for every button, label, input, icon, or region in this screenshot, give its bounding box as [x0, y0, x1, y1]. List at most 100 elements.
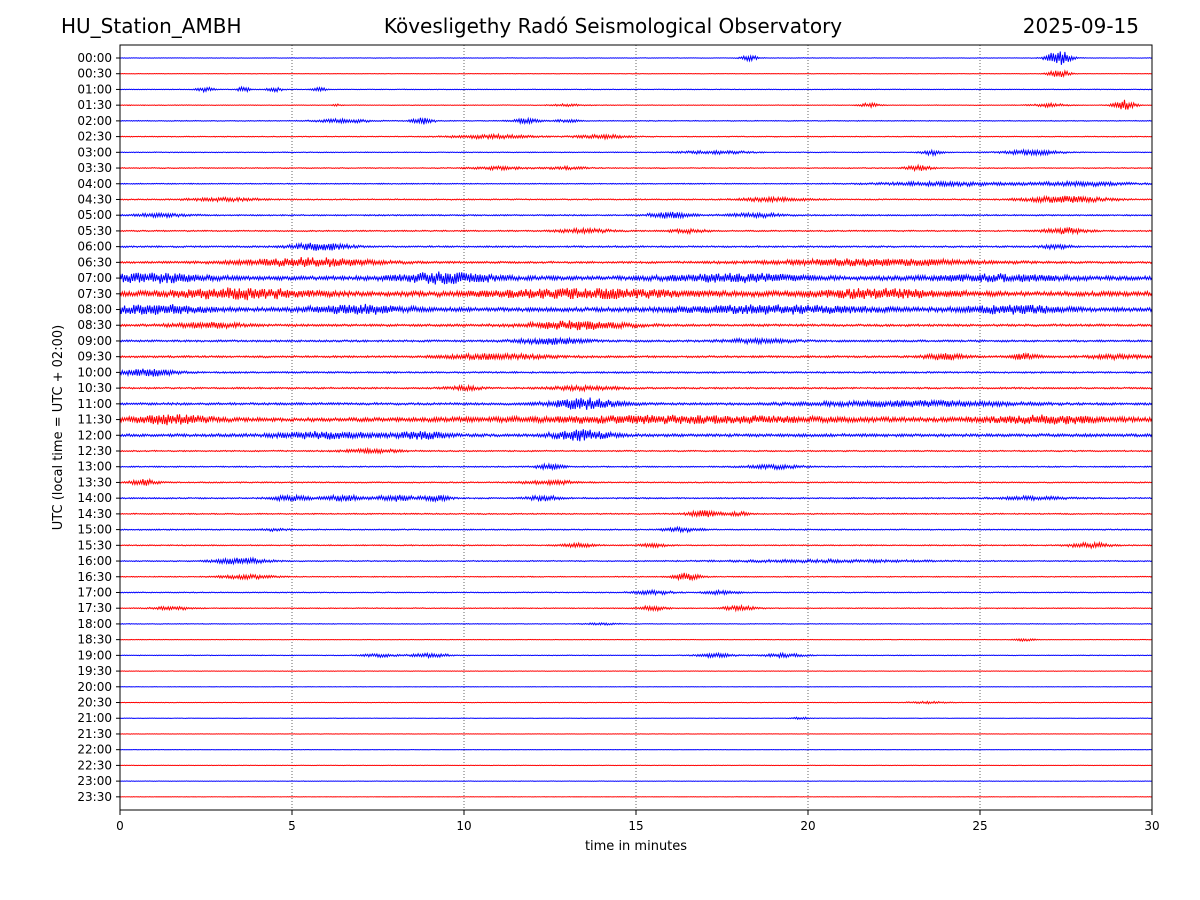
x-tick-label: 5: [288, 819, 296, 833]
y-tick-label: 12:30: [77, 444, 112, 458]
y-tick-label: 21:30: [77, 727, 112, 741]
trace-1300: [119, 462, 1153, 472]
y-tick-label: 03:00: [77, 145, 112, 159]
y-tick-label: 22:30: [77, 758, 112, 772]
y-tick-label: 07:30: [77, 287, 112, 301]
x-tick-label: 10: [456, 819, 471, 833]
y-tick-label: 14:30: [77, 507, 112, 521]
y-tick-label: 11:30: [77, 413, 112, 427]
x-tick-label: 25: [972, 819, 987, 833]
trace-1600: [119, 556, 1153, 566]
y-tick-label: 15:30: [77, 538, 112, 552]
y-tick-label: 20:00: [77, 680, 112, 694]
trace-0630: [119, 257, 1153, 268]
y-tick-label: 00:00: [77, 51, 112, 65]
trace-0000: [119, 51, 1153, 65]
y-tick-label: 15:00: [77, 523, 112, 537]
x-tick-label: 20: [800, 819, 815, 833]
y-tick-label: 06:30: [77, 255, 112, 269]
x-tick-label: 15: [628, 819, 643, 833]
trace-0400: [119, 179, 1153, 188]
trace-1830: [119, 637, 1153, 643]
y-tick-label: 19:00: [77, 648, 112, 662]
trace-0730: [119, 287, 1153, 301]
y-tick-label: 04:00: [77, 177, 112, 191]
trace-0130: [119, 99, 1153, 110]
grid-lines: [291, 45, 981, 810]
y-tick-label: 12:00: [77, 428, 112, 442]
trace-0200: [119, 116, 1153, 126]
chart-title: Kövesligethy Radó Seismological Observat…: [383, 14, 843, 38]
y-tick-label: 19:30: [77, 664, 112, 678]
y-tick-label: 16:30: [77, 570, 112, 584]
trace-1000: [119, 368, 1153, 378]
y-tick-label: 08:00: [77, 303, 112, 317]
y-tick-label: 13:30: [77, 475, 112, 489]
trace-1200: [119, 429, 1153, 442]
y-tick-label: 10:00: [77, 365, 112, 379]
trace-1400: [119, 493, 1153, 504]
trace-0530: [119, 226, 1153, 236]
y-tick-label: 00:30: [77, 67, 112, 81]
y-tick-label: 01:30: [77, 98, 112, 112]
y-tick-label: 23:30: [77, 790, 112, 804]
chart-date: 2025-09-15: [1022, 14, 1139, 38]
trace-0700: [119, 271, 1153, 285]
trace-1530: [119, 540, 1153, 550]
trace-0900: [119, 336, 1153, 346]
trace-1800: [119, 621, 1153, 626]
trace-0930: [119, 351, 1153, 362]
y-tick-label: 10:30: [77, 381, 112, 395]
y-tick-label: 22:00: [77, 743, 112, 757]
x-tick-label: 30: [1144, 819, 1159, 833]
y-tick-label: 23:00: [77, 774, 112, 788]
y-tick-label: 18:30: [77, 633, 112, 647]
x-axis-ticks: 0 5 10 15 20 25 30: [116, 810, 1160, 833]
trace-0300: [119, 148, 1153, 158]
seismogram-traces: [119, 51, 1153, 798]
trace-0830: [119, 320, 1153, 331]
y-tick-label: 06:00: [77, 240, 112, 254]
y-tick-label: 07:00: [77, 271, 112, 285]
y-tick-label: 17:00: [77, 585, 112, 599]
trace-0500: [119, 211, 1153, 220]
y-tick-label: 02:30: [77, 130, 112, 144]
trace-1900: [119, 651, 1153, 660]
trace-0030: [119, 69, 1153, 78]
y-tick-label: 08:30: [77, 318, 112, 332]
trace-1430: [119, 509, 1153, 519]
trace-1630: [119, 572, 1153, 582]
trace-1730: [119, 603, 1153, 613]
y-axis-label: UTC (local time = UTC + 02:00): [51, 325, 66, 530]
y-tick-label: 01:00: [77, 82, 112, 96]
y-tick-label: 17:30: [77, 601, 112, 615]
y-tick-label: 04:30: [77, 192, 112, 206]
y-tick-label: 02:00: [77, 114, 112, 128]
x-axis-label: time in minutes: [585, 839, 687, 854]
trace-0230: [119, 132, 1153, 141]
trace-1930: [119, 670, 1153, 672]
y-tick-label: 09:30: [77, 350, 112, 364]
trace-1500: [119, 525, 1153, 534]
y-tick-label: 13:00: [77, 460, 112, 474]
y-tick-label: 05:00: [77, 208, 112, 222]
y-tick-label: 14:00: [77, 491, 112, 505]
trace-1130: [119, 414, 1153, 426]
trace-2100: [119, 716, 1153, 721]
trace-0430: [119, 194, 1153, 205]
station-name: HU_Station_AMBH: [61, 14, 242, 38]
y-tick-label: 18:00: [77, 617, 112, 631]
trace-2030: [119, 700, 1153, 705]
trace-1100: [119, 397, 1153, 410]
trace-0600: [119, 241, 1153, 251]
trace-1230: [119, 446, 1153, 455]
trace-1700: [119, 588, 1153, 597]
y-tick-label: 11:00: [77, 397, 112, 411]
x-tick-label: 0: [116, 819, 124, 833]
y-tick-label: 16:00: [77, 554, 112, 568]
y-tick-label: 09:00: [77, 334, 112, 348]
trace-0800: [119, 303, 1153, 315]
y-tick-label: 05:30: [77, 224, 112, 238]
